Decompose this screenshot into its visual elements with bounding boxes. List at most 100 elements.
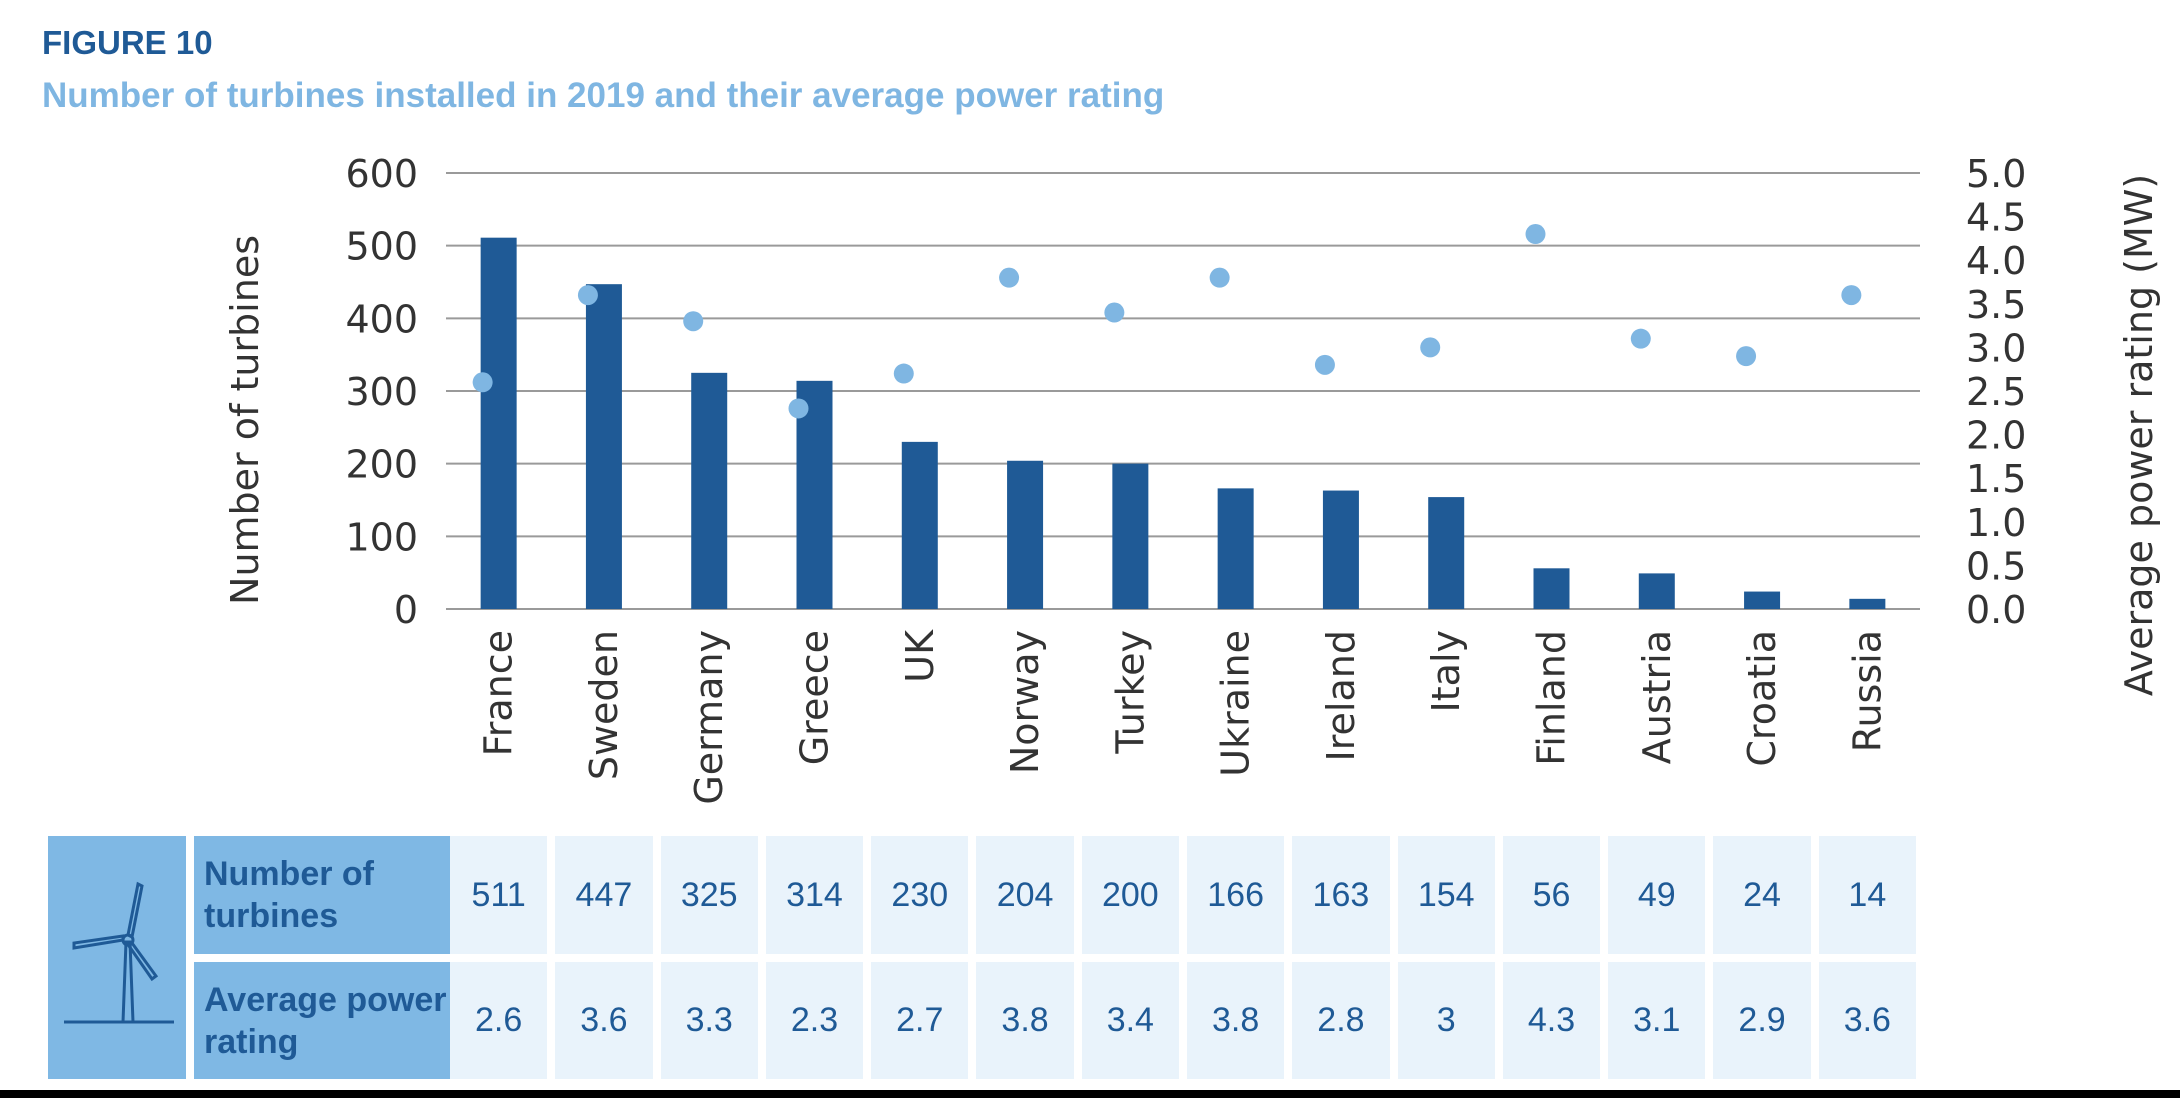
- cell-rating: 4.3: [1502, 962, 1601, 1079]
- rating-dot: [577, 285, 598, 306]
- cell-turbines: 49: [1608, 836, 1706, 954]
- bar: [796, 380, 833, 609]
- y-tick-label: 500: [345, 225, 418, 269]
- y2-tick-label: 2.0: [1966, 414, 2026, 458]
- bar: [1744, 591, 1781, 609]
- rating-dot: [1841, 285, 1862, 306]
- bars: [480, 237, 1886, 609]
- y2-axis-label: Average power rating (MW): [2117, 174, 2161, 696]
- bar: [1533, 568, 1570, 609]
- cell-turbines: 230: [871, 836, 969, 954]
- x-tick-label: Austria: [1635, 630, 1679, 764]
- bar: [1849, 598, 1886, 609]
- data-table: Number of turbines Average power rating …: [48, 836, 1942, 1079]
- gridlines: [446, 172, 1920, 610]
- rating-dot: [683, 311, 704, 332]
- cell-turbines: 154: [1397, 836, 1495, 954]
- bar: [480, 237, 517, 609]
- x-tick-label: Sweden: [582, 630, 626, 780]
- rating-dot: [1314, 354, 1335, 375]
- y-tick-label: 600: [345, 152, 418, 196]
- bar: [1112, 463, 1149, 609]
- x-tick-label: Ireland: [1319, 630, 1363, 761]
- bar: [1007, 460, 1044, 609]
- y2-tick-label: 4.0: [1966, 239, 2026, 283]
- rating-dots: [472, 224, 1862, 419]
- y2-tick-label: 1.5: [1966, 457, 2026, 501]
- y-axis-ticks: 0 100 200 300 400 500 600: [345, 152, 418, 632]
- rating-dot: [999, 267, 1020, 288]
- rating-dot: [1630, 328, 1651, 349]
- y2-tick-label: 5.0: [1966, 152, 2026, 196]
- wind-turbine-icon: [64, 881, 174, 1024]
- cell-turbines: 166: [1187, 836, 1285, 954]
- x-tick-label: France: [477, 630, 521, 756]
- cell-turbines: 24: [1713, 836, 1811, 954]
- rating-dot: [788, 398, 809, 419]
- bar: [691, 372, 728, 609]
- y2-tick-label: 2.5: [1966, 370, 2026, 414]
- cell-rating: 2.3: [765, 962, 864, 1079]
- y2-tick-label: 3.5: [1966, 283, 2026, 327]
- cell-rating: 2.7: [871, 962, 969, 1079]
- cell-rating: 3.4: [1081, 962, 1179, 1079]
- cell-turbines: 56: [1502, 836, 1601, 954]
- x-tick-label: Italy: [1424, 630, 1468, 712]
- cell-turbines: 163: [1292, 836, 1390, 954]
- y-tick-label: 100: [345, 515, 418, 559]
- y-tick-label: 0: [394, 588, 418, 632]
- cell-rating: 3.8: [976, 962, 1074, 1079]
- y2-axis-ticks: 0.00.51.01.52.02.53.03.54.04.55.0: [1966, 152, 2026, 632]
- bar: [1322, 490, 1359, 609]
- y-tick-label: 200: [345, 443, 418, 487]
- rating-dot: [472, 372, 493, 393]
- rating-dot: [1736, 346, 1757, 367]
- x-tick-label: Finland: [1530, 630, 1574, 766]
- x-tick-label: Croatia: [1740, 630, 1784, 767]
- y-axis-label: Number of turbines: [223, 235, 267, 605]
- cell-rating: 3.3: [660, 962, 758, 1079]
- cell-turbines: 14: [1818, 836, 1916, 954]
- rating-dot: [893, 363, 914, 384]
- cell-turbines: 447: [555, 836, 653, 954]
- y-tick-label: 300: [345, 370, 418, 414]
- cell-rating: 2.9: [1713, 962, 1811, 1079]
- y-tick-label: 400: [345, 297, 418, 341]
- cell-turbines: 511: [450, 836, 548, 954]
- rating-dot: [1209, 267, 1230, 288]
- bar: [1428, 497, 1465, 609]
- y2-tick-label: 0.5: [1966, 544, 2026, 588]
- cell-turbines: 200: [1081, 836, 1179, 954]
- cell-rating: 2.6: [450, 962, 548, 1079]
- cell-turbines: 325: [660, 836, 758, 954]
- y2-tick-label: 3.0: [1966, 326, 2026, 370]
- bar: [1638, 573, 1675, 609]
- icon-cell: [48, 836, 186, 1079]
- bar: [585, 284, 622, 609]
- y2-tick-label: 0.0: [1966, 588, 2026, 632]
- row-header-turbines: Number of turbines: [194, 836, 452, 954]
- bar: [901, 441, 938, 609]
- row-header-rating: Average power rating: [194, 962, 452, 1079]
- y2-tick-label: 1.0: [1966, 501, 2026, 545]
- bar: [1217, 488, 1254, 609]
- x-axis-labels: France Sweden Germany Greece UK Norway Turkey U…: [477, 629, 1890, 805]
- x-tick-label: Russia: [1845, 630, 1889, 752]
- rating-dot: [1104, 302, 1125, 323]
- x-tick-label: Greece: [793, 630, 837, 765]
- x-tick-label: Norway: [1003, 630, 1047, 774]
- cell-turbines: 314: [765, 836, 864, 954]
- x-tick-label: Germany: [687, 630, 731, 805]
- rating-dot: [1420, 337, 1441, 358]
- cell-rating: 3.6: [555, 962, 653, 1079]
- cell-rating: 2.8: [1292, 962, 1390, 1079]
- x-tick-label: UK: [898, 629, 942, 683]
- cell-rating: 3: [1397, 962, 1495, 1079]
- x-tick-label: Ukraine: [1214, 630, 1258, 777]
- cell-rating: 3.1: [1608, 962, 1706, 1079]
- y2-tick-label: 4.5: [1966, 196, 2026, 240]
- rating-dot: [1525, 224, 1546, 245]
- figure-label: FIGURE 10: [42, 24, 213, 61]
